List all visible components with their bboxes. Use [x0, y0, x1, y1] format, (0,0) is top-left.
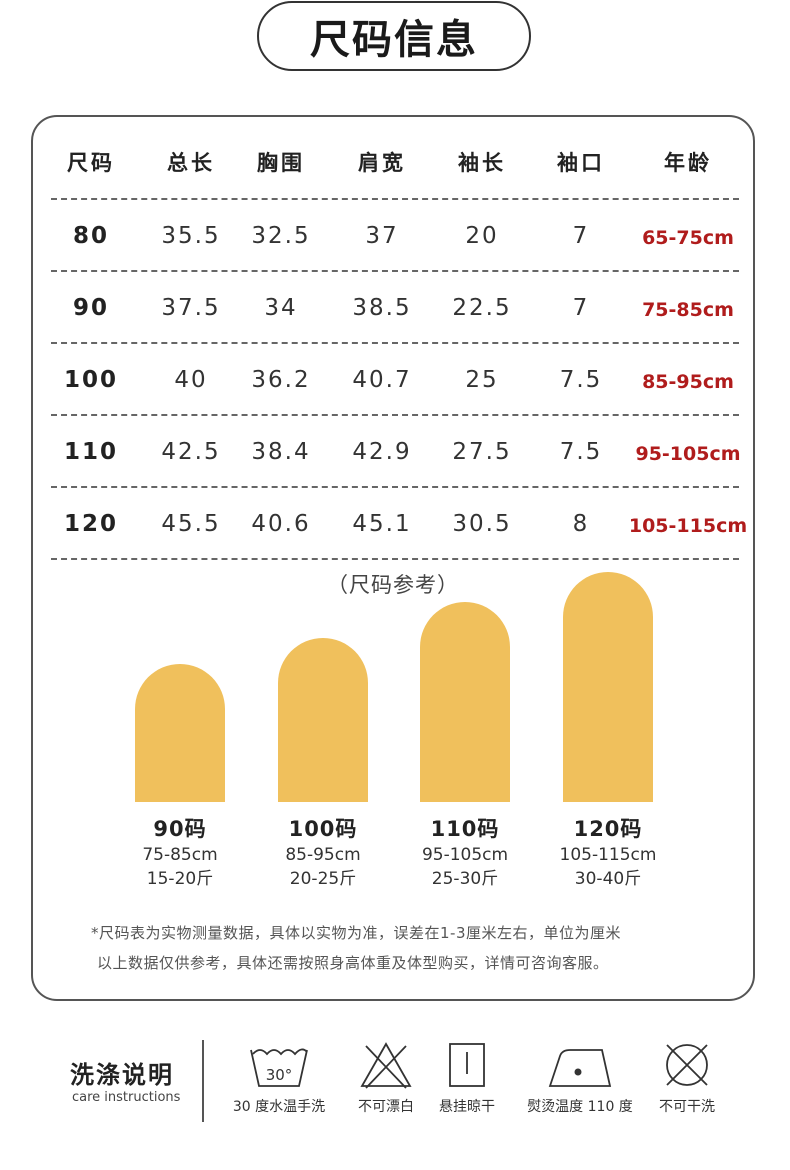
bar-weight-range: 25-30斤	[431, 869, 499, 889]
header-length: 总长	[167, 151, 215, 175]
cell-size: 90	[72, 295, 110, 321]
bar-size-name: 120码	[573, 817, 643, 841]
bar-size-name: 110码	[430, 817, 500, 841]
cell-cuff: 7	[572, 223, 590, 249]
cell-size: 110	[63, 439, 119, 465]
divider	[51, 486, 739, 488]
care-subtitle: care instructions	[72, 1090, 181, 1105]
care-label: 熨烫温度 110 度	[527, 1099, 633, 1115]
cell-length: 37.5	[161, 295, 221, 321]
cell-shoulder: 37	[365, 223, 399, 249]
cell-length: 40	[174, 367, 208, 393]
measurement-note: *尺码表为实物测量数据，具体以实物为准，误差在1-3厘米左右，单位为厘米	[91, 924, 622, 942]
divider	[51, 558, 739, 560]
table-header: 尺码 总长 胸围 肩宽 袖长 袖口 年龄	[53, 147, 743, 183]
no-bleach-icon	[360, 1042, 412, 1089]
size-bar-label: 120码 105-115cm 30-40斤	[538, 813, 678, 891]
cell-age: 95-105cm	[635, 443, 741, 465]
cell-chest: 36.2	[251, 367, 311, 393]
hand-wash-30-icon: 30°	[250, 1048, 308, 1087]
size-reference-title: （尺码参考）	[327, 573, 459, 597]
size-bar-120	[563, 572, 653, 802]
care-label: 不可干洗	[659, 1099, 715, 1115]
divider	[51, 198, 739, 200]
care-item: 30° 30 度水温手洗	[209, 1040, 349, 1116]
size-chart-card: 尺码 总长 胸围 肩宽 袖长 袖口 年龄 80 35.5 32.5 37 20 …	[31, 115, 755, 1001]
cell-size: 100	[63, 367, 119, 393]
care-divider	[202, 1040, 204, 1122]
cell-cuff: 7.5	[559, 439, 603, 465]
size-bar-90	[135, 664, 225, 802]
care-item: 熨烫温度 110 度	[510, 1040, 650, 1116]
cell-chest: 32.5	[251, 223, 311, 249]
size-bar-label: 90码 75-85cm 15-20斤	[110, 813, 250, 891]
table-row: 110 42.5 38.4 42.9 27.5 7.5 95-105cm	[53, 417, 743, 489]
header-size: 尺码	[67, 151, 115, 175]
care-title: 洗涤说明	[70, 1061, 174, 1089]
cell-age: 85-95cm	[642, 371, 734, 393]
cell-shoulder: 38.5	[352, 295, 412, 321]
cell-cuff: 8	[572, 511, 590, 537]
cell-shoulder: 42.9	[352, 439, 412, 465]
cell-sleeve: 27.5	[452, 439, 512, 465]
cell-sleeve: 30.5	[452, 511, 512, 537]
care-label: 30 度水温手洗	[232, 1099, 326, 1115]
bar-height-range: 95-105cm	[421, 845, 509, 865]
size-bar-label: 100码 85-95cm 20-25斤	[253, 813, 393, 891]
bar-weight-range: 15-20斤	[146, 869, 214, 889]
line-dry-icon	[449, 1043, 485, 1087]
bar-height-range: 85-95cm	[285, 845, 361, 865]
care-item: 悬挂晾干	[397, 1040, 537, 1116]
bar-weight-range: 20-25斤	[289, 869, 357, 889]
cell-sleeve: 22.5	[452, 295, 512, 321]
cell-length: 45.5	[161, 511, 221, 537]
care-item: 不可漂白	[316, 1040, 456, 1116]
cell-size: 120	[63, 511, 119, 537]
header-chest: 胸围	[257, 151, 305, 175]
cell-cuff: 7	[572, 295, 590, 321]
cell-shoulder: 40.7	[352, 367, 412, 393]
divider	[51, 270, 739, 272]
reference-note: 以上数据仅供参考，具体还需按照身高体重及体型购买，详情可咨询客服。	[97, 954, 609, 972]
bar-weight-range: 30-40斤	[574, 869, 642, 889]
care-label: 悬挂晾干	[439, 1099, 495, 1115]
bar-size-name: 90码	[153, 817, 207, 841]
cell-age: 65-75cm	[642, 227, 734, 249]
cell-chest: 38.4	[251, 439, 311, 465]
care-label: 不可漂白	[358, 1099, 414, 1115]
care-item: 不可干洗	[617, 1040, 757, 1116]
header-sleeve: 袖长	[458, 151, 506, 175]
page-title: 尺码信息	[257, 1, 531, 71]
cell-size: 80	[72, 223, 110, 249]
iron-110-icon	[548, 1049, 612, 1087]
table-row: 90 37.5 34 38.5 22.5 7 75-85cm	[53, 273, 743, 345]
size-bar-110	[420, 602, 510, 802]
cell-chest: 34	[264, 295, 298, 321]
cell-length: 42.5	[161, 439, 221, 465]
size-bar-100	[278, 638, 368, 802]
cell-chest: 40.6	[251, 511, 311, 537]
table-row: 80 35.5 32.5 37 20 7 65-75cm	[53, 201, 743, 273]
cell-age: 105-115cm	[628, 515, 748, 537]
header-shoulder: 肩宽	[358, 151, 406, 175]
cell-sleeve: 20	[465, 223, 499, 249]
divider	[51, 342, 739, 344]
table-row: 100 40 36.2 40.7 25 7.5 85-95cm	[53, 345, 743, 417]
no-dry-clean-icon	[666, 1044, 708, 1086]
header-age: 年龄	[664, 151, 712, 175]
cell-shoulder: 45.1	[352, 511, 412, 537]
divider	[51, 414, 739, 416]
wash-temp-text: 30°	[266, 1066, 293, 1084]
cell-length: 35.5	[161, 223, 221, 249]
cell-sleeve: 25	[465, 367, 499, 393]
table-row: 120 45.5 40.6 45.1 30.5 8 105-115cm	[53, 489, 747, 561]
header-cuff: 袖口	[557, 151, 605, 175]
bar-size-name: 100码	[288, 817, 358, 841]
cell-age: 75-85cm	[642, 299, 734, 321]
bar-height-range: 105-115cm	[559, 845, 657, 865]
bar-height-range: 75-85cm	[142, 845, 218, 865]
size-bar-label: 110码 95-105cm 25-30斤	[395, 813, 535, 891]
cell-cuff: 7.5	[559, 367, 603, 393]
